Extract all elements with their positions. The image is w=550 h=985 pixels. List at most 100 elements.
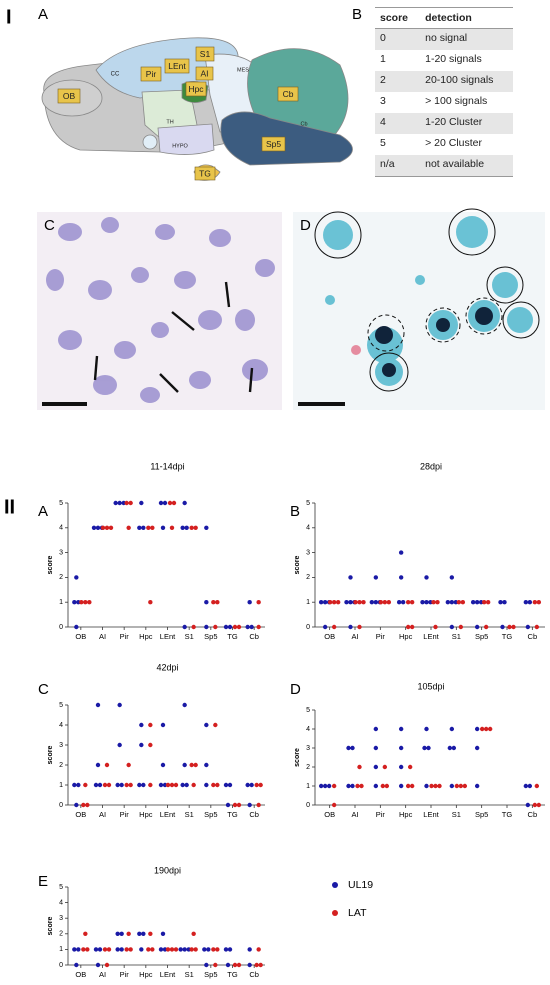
y-tick-label: 4 bbox=[306, 525, 310, 532]
x-tick-label: Pir bbox=[120, 970, 130, 979]
x-tick-label: Hpc bbox=[399, 810, 413, 819]
x-tick-label: S1 bbox=[452, 632, 461, 641]
dot bbox=[426, 745, 431, 751]
legend-marker bbox=[332, 882, 338, 888]
dot bbox=[113, 500, 118, 506]
x-tick-label: Pir bbox=[376, 810, 386, 819]
x-tick-label: Pir bbox=[120, 810, 130, 819]
dot bbox=[148, 782, 153, 788]
dot bbox=[83, 600, 88, 605]
dot bbox=[191, 624, 196, 630]
dot bbox=[211, 782, 216, 788]
table-cell: > 100 signals bbox=[425, 95, 488, 107]
dot bbox=[165, 947, 171, 952]
dot bbox=[169, 782, 175, 788]
dot bbox=[254, 962, 259, 968]
x-tick-label: Hpc bbox=[139, 810, 153, 819]
dot bbox=[256, 600, 261, 605]
chart-title: 28dpi bbox=[420, 461, 442, 471]
dot bbox=[97, 947, 103, 952]
chart-title: 190dpi bbox=[154, 865, 181, 875]
dot bbox=[173, 947, 179, 952]
dot bbox=[180, 782, 185, 788]
dot bbox=[158, 500, 164, 506]
dot bbox=[158, 947, 164, 952]
dot bbox=[206, 947, 211, 952]
dot bbox=[460, 600, 466, 605]
dot bbox=[256, 947, 261, 952]
section-label: II bbox=[4, 496, 15, 518]
dot bbox=[536, 600, 542, 605]
y-tick-label: 1 bbox=[59, 946, 63, 953]
diagram-label: HYPO bbox=[172, 143, 188, 149]
y-axis-label: score bbox=[294, 748, 301, 767]
dot bbox=[223, 624, 229, 630]
dot bbox=[485, 600, 491, 605]
y-tick-label: 1 bbox=[59, 782, 63, 789]
dot bbox=[433, 783, 438, 789]
dot bbox=[236, 624, 242, 630]
dot bbox=[350, 783, 355, 789]
dot bbox=[141, 525, 146, 530]
dot bbox=[525, 802, 531, 808]
dot bbox=[247, 947, 252, 952]
dot bbox=[348, 624, 353, 630]
x-tick-label: Hpc bbox=[399, 632, 413, 641]
dot bbox=[534, 783, 540, 789]
legend-label: LAT bbox=[348, 907, 367, 919]
dot bbox=[191, 931, 196, 936]
dot bbox=[128, 782, 133, 788]
dot bbox=[523, 600, 529, 605]
dot bbox=[479, 726, 485, 732]
y-tick-label: 4 bbox=[306, 726, 310, 733]
dot bbox=[474, 783, 480, 789]
dot bbox=[357, 764, 362, 770]
table-cell: 20-100 signals bbox=[420, 71, 513, 92]
dot bbox=[167, 500, 173, 506]
x-tick-label: Sp5 bbox=[204, 970, 217, 979]
dot bbox=[507, 624, 512, 630]
dot bbox=[429, 783, 434, 789]
x-tick-label: TG bbox=[227, 810, 238, 819]
dot bbox=[74, 624, 79, 630]
dot bbox=[204, 722, 209, 728]
dot bbox=[72, 782, 77, 788]
dot bbox=[126, 762, 131, 768]
x-tick-label: LEnt bbox=[423, 810, 439, 819]
dot bbox=[254, 782, 259, 788]
micrograph-c bbox=[37, 212, 282, 410]
dot bbox=[398, 726, 404, 732]
x-tick-label: Cb bbox=[249, 632, 259, 641]
y-tick-label: 5 bbox=[59, 702, 63, 709]
dot bbox=[331, 783, 337, 789]
dot bbox=[331, 624, 337, 630]
y-tick-label: 5 bbox=[59, 884, 63, 891]
dot bbox=[247, 802, 252, 808]
diagram-label: Sp5 bbox=[266, 139, 281, 149]
x-tick-label: Sp5 bbox=[204, 810, 217, 819]
dot bbox=[119, 782, 124, 788]
dot bbox=[357, 600, 362, 605]
dot bbox=[191, 782, 196, 788]
dot bbox=[424, 726, 429, 732]
dot bbox=[258, 962, 263, 968]
dot bbox=[373, 575, 379, 580]
dot bbox=[95, 702, 101, 708]
dot bbox=[420, 600, 425, 605]
dot bbox=[227, 947, 233, 952]
dot bbox=[180, 525, 185, 530]
dot bbox=[115, 931, 120, 936]
dot bbox=[160, 722, 166, 728]
dot bbox=[117, 742, 122, 748]
dot bbox=[117, 500, 122, 506]
dot bbox=[373, 600, 379, 605]
dot bbox=[148, 600, 153, 605]
dot bbox=[424, 575, 429, 580]
dot bbox=[160, 931, 166, 936]
dot bbox=[139, 742, 144, 748]
y-tick-label: 1 bbox=[59, 599, 63, 606]
x-tick-label: TG bbox=[227, 970, 238, 979]
dot bbox=[204, 762, 209, 768]
dot bbox=[225, 802, 231, 808]
dot bbox=[141, 782, 146, 788]
